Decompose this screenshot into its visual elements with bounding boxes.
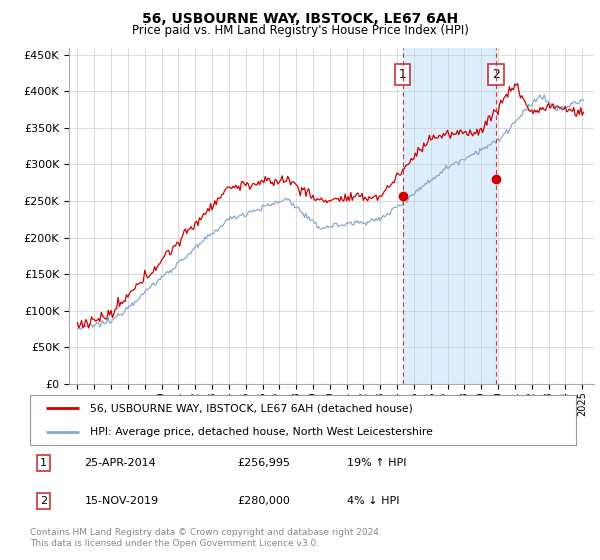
Text: Price paid vs. HM Land Registry's House Price Index (HPI): Price paid vs. HM Land Registry's House …	[131, 24, 469, 36]
Text: 1: 1	[398, 68, 406, 81]
Text: 2: 2	[40, 496, 47, 506]
Text: 19% ↑ HPI: 19% ↑ HPI	[347, 458, 406, 468]
Bar	[403, 48, 496, 384]
FancyBboxPatch shape	[30, 395, 576, 445]
Text: £256,995: £256,995	[238, 458, 290, 468]
Text: HPI: Average price, detached house, North West Leicestershire: HPI: Average price, detached house, Nort…	[90, 427, 433, 437]
Text: £280,000: £280,000	[238, 496, 290, 506]
Text: 1: 1	[40, 458, 47, 468]
Text: 56, USBOURNE WAY, IBSTOCK, LE67 6AH: 56, USBOURNE WAY, IBSTOCK, LE67 6AH	[142, 12, 458, 26]
Text: 25-APR-2014: 25-APR-2014	[85, 458, 157, 468]
Text: Contains HM Land Registry data © Crown copyright and database right 2024.
This d: Contains HM Land Registry data © Crown c…	[30, 528, 382, 548]
Text: 4% ↓ HPI: 4% ↓ HPI	[347, 496, 399, 506]
Text: 56, USBOURNE WAY, IBSTOCK, LE67 6AH (detached house): 56, USBOURNE WAY, IBSTOCK, LE67 6AH (det…	[90, 403, 413, 413]
Text: 15-NOV-2019: 15-NOV-2019	[85, 496, 159, 506]
Text: 2: 2	[492, 68, 500, 81]
